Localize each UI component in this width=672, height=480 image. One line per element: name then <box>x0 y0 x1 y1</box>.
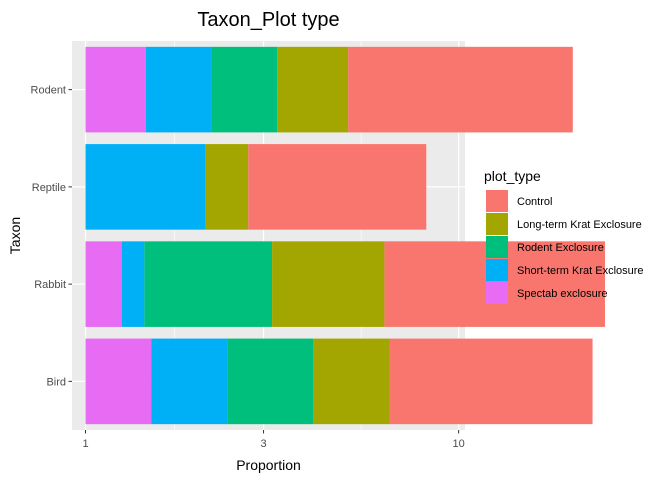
bar-segment <box>144 241 273 327</box>
x-tick-label: 1 <box>82 438 88 450</box>
bar-segment <box>389 338 593 425</box>
bar-segment <box>313 338 390 425</box>
legend-swatch <box>486 282 508 304</box>
legend-swatch <box>486 259 508 281</box>
legend: plot_type Control Long-term Krat Exclosur… <box>484 168 644 304</box>
legend-label: Short-term Krat Exclosure <box>517 265 644 277</box>
bar-segment <box>85 338 152 425</box>
bar-segment <box>248 144 427 230</box>
chart-title: Taxon_Plot type <box>197 9 339 31</box>
x-tick-label: 3 <box>260 438 266 450</box>
legend-swatch <box>486 190 508 212</box>
legend-swatch <box>486 213 508 235</box>
y-axis: Rodent Reptile Rabbit Bird <box>31 85 72 388</box>
legend-label: Long-term Krat Exclosure <box>517 219 642 231</box>
bar-segment <box>85 46 146 133</box>
legend-label: Rodent Exclosure <box>517 242 604 254</box>
bar-segment <box>151 338 228 425</box>
x-axis: 1 3 10 <box>82 430 465 450</box>
legend-title: plot_type <box>484 168 541 184</box>
y-axis-title: Taxon <box>7 217 23 254</box>
y-tick-label: Bird <box>46 376 66 388</box>
bar-segment <box>277 46 349 133</box>
bar-segment <box>348 46 573 133</box>
bar-segment <box>272 241 385 327</box>
x-axis-title: Proportion <box>236 457 301 473</box>
bar-segment <box>227 338 314 425</box>
bar-segment <box>121 241 145 327</box>
bar-segment <box>85 241 122 327</box>
legend-swatch <box>486 236 508 258</box>
y-tick-label: Reptile <box>32 182 66 194</box>
bar-segment <box>145 46 212 133</box>
bar-segment <box>211 46 278 133</box>
y-tick-label: Rodent <box>31 85 66 97</box>
bar-segment <box>205 144 249 230</box>
bar-segment <box>85 144 206 230</box>
x-tick-label: 10 <box>453 438 465 450</box>
legend-label: Control <box>517 196 552 208</box>
legend-label: Spectab exclosure <box>517 288 608 300</box>
y-tick-label: Rabbit <box>34 279 66 291</box>
bars-layer <box>85 46 605 425</box>
